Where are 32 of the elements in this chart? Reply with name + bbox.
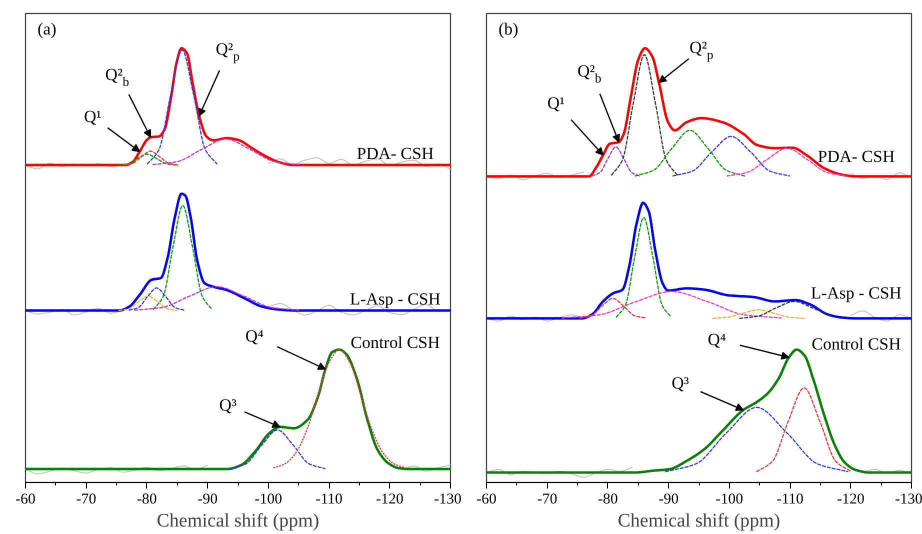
x-tick-label: -90 — [198, 492, 218, 508]
annotation: Q³ — [219, 395, 237, 414]
x-tick-label: -60 — [476, 492, 496, 508]
x-tick-label: -70 — [537, 492, 558, 508]
series-label: L-Asp - CSH — [350, 290, 441, 309]
x-tick-label: -80 — [136, 492, 157, 508]
series-label: L-Asp - CSH — [810, 283, 902, 302]
annotation: Q¹ — [84, 107, 102, 126]
annotation: Q³ — [672, 373, 690, 392]
x-tick-label: -60 — [16, 492, 36, 508]
x-axis-title: Chemical shift (ppm) — [618, 510, 780, 532]
x-tick-label: -120 — [837, 492, 865, 508]
x-tick-label: -130 — [895, 492, 922, 508]
annotation: Q¹ — [547, 94, 565, 113]
x-tick-label: -100 — [716, 492, 744, 508]
x-tick-label: -90 — [658, 492, 679, 508]
series-label: PDA- CSH — [356, 144, 434, 164]
annotation: Q⁴ — [245, 326, 264, 346]
x-tick-label: -110 — [776, 492, 804, 508]
x-tick-label: -80 — [598, 492, 618, 508]
text: (b) — [498, 20, 518, 38]
series-label: PDA- CSH — [818, 147, 895, 166]
series-label: Control CSH — [812, 334, 901, 354]
x-axis-title: Chemical shift (ppm) — [156, 510, 320, 532]
x-tick-label: -130 — [434, 492, 462, 508]
x-tick-label: -100 — [254, 492, 282, 508]
series-label: Control CSH — [350, 332, 440, 352]
text: (a) — [38, 20, 56, 38]
x-tick-label: -110 — [316, 492, 343, 508]
annotation: Q⁴ — [708, 330, 726, 349]
x-tick-label: -70 — [76, 492, 96, 508]
x-tick-label: -120 — [376, 492, 404, 508]
